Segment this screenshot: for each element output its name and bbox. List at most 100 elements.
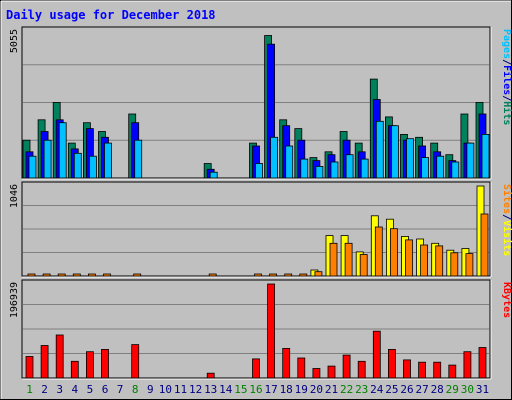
- hits-panel-bar-pages-day-24: [375, 120, 384, 179]
- hits-panel-max-label: 5055: [9, 29, 20, 53]
- kbytes-panel-max-label: 196939: [9, 282, 20, 318]
- day-label-21: 21: [325, 383, 338, 396]
- visits-panel-bar-sites-day-16: [254, 273, 262, 277]
- day-label-6: 6: [102, 383, 109, 396]
- kbytes-panel-bar-kbytes-day-17: [267, 283, 276, 379]
- hits-panel-bar-pages-day-6: [104, 142, 112, 179]
- visits-panel-bar-sites-day-2: [42, 273, 51, 277]
- kbytes-panel-legend-item: KBytes: [501, 282, 512, 318]
- kbytes-panel-bar-kbytes-day-27: [418, 361, 427, 379]
- visits-panel-bar-sites-day-30: [465, 253, 474, 277]
- hits-panel-bar-pages-day-13: [209, 171, 218, 179]
- day-label-30: 30: [461, 383, 474, 396]
- visits-panel-bar-sites-day-23: [359, 254, 368, 277]
- day-label-31: 31: [476, 383, 489, 396]
- kbytes-panel-bar-kbytes-day-29: [448, 364, 457, 379]
- day-label-15: 15: [234, 383, 247, 396]
- visits-panel-bar-sites-day-22: [344, 242, 353, 277]
- hits-panel-bar-pages-day-1: [28, 155, 37, 179]
- kbytes-panel-bar-kbytes-day-6: [101, 348, 109, 379]
- kbytes-panel-bar-kbytes-day-1: [25, 356, 34, 379]
- day-label-2: 2: [41, 383, 48, 396]
- day-label-7: 7: [117, 383, 124, 396]
- visits-panel-bar-sites-day-18: [284, 273, 293, 277]
- day-label-20: 20: [310, 383, 323, 396]
- hits-panel-bar-pages-day-18: [285, 145, 294, 179]
- hits-panel-legend-item: Hits: [501, 101, 512, 125]
- visits-panel-bar-sites-day-21: [329, 242, 338, 277]
- visits-panel-bar-sites-day-20: [314, 271, 323, 277]
- kbytes-panel-bar-kbytes-day-3: [55, 334, 64, 379]
- kbytes-panel-bar-kbytes-day-28: [433, 361, 442, 379]
- day-label-14: 14: [219, 383, 233, 396]
- day-label-18: 18: [280, 383, 293, 396]
- kbytes-panel-bar-kbytes-day-25: [387, 348, 396, 379]
- hits-panel-bar-pages-day-2: [43, 139, 52, 179]
- day-label-27: 27: [415, 383, 428, 396]
- visits-panel-legend-item: Sites: [501, 184, 512, 214]
- hits-panel-bar-pages-day-25: [390, 125, 399, 179]
- day-label-23: 23: [355, 383, 368, 396]
- hits-panel-bar-pages-day-26: [406, 138, 414, 179]
- day-labels: 1 2 3 4 5 6 7 8 9 10 11 12 13 14 15 16 17 18 19 20 21 22 23 24 2…: [26, 383, 489, 396]
- kbytes-panel-bar-kbytes-day-8: [131, 344, 140, 379]
- visits-panel-legend-item: Visits: [501, 220, 512, 256]
- day-label-24: 24: [370, 383, 384, 396]
- day-label-22: 22: [340, 383, 353, 396]
- day-label-25: 25: [385, 383, 398, 396]
- hits-panel-bar-pages-day-21: [330, 161, 339, 179]
- visits-panel-bar-sites-day-3: [57, 273, 66, 277]
- visits-panel-bar-sites-day-29: [450, 252, 459, 277]
- visits-panel-bar-sites-day-8: [133, 273, 142, 277]
- kbytes-panel-bar-kbytes-day-4: [70, 360, 79, 379]
- kbytes-panel-bar-kbytes-day-31: [478, 347, 487, 379]
- hits-panel-bar-pages-day-20: [315, 165, 324, 179]
- hits-panel-bar-pages-day-17: [270, 136, 279, 179]
- visits-panel-bar-sites-day-19: [299, 273, 308, 277]
- kbytes-panel-bar-kbytes-day-21: [327, 365, 336, 379]
- day-label-4: 4: [71, 383, 78, 396]
- visits-panel-bar-sites-day-25: [389, 228, 398, 277]
- day-label-1: 1: [26, 383, 33, 396]
- visits-panel-bar-sites-day-31: [480, 213, 489, 277]
- kbytes-panel-bar-kbytes-day-23: [357, 360, 366, 379]
- kbytes-panel-bar-kbytes-day-26: [403, 359, 411, 379]
- visits-panel-bar-sites-day-1: [27, 273, 36, 277]
- day-label-19: 19: [295, 383, 308, 396]
- day-label-28: 28: [431, 383, 444, 396]
- hits-panel-bar-pages-day-3: [58, 122, 67, 179]
- visits-panel-legend: Sites/Visits: [501, 184, 512, 256]
- visits-panel-bar-sites-day-27: [420, 244, 429, 277]
- visits-panel-bar-sites-day-4: [72, 273, 81, 277]
- visits-panel-bar-sites-day-5: [88, 273, 96, 277]
- kbytes-panel-bar-kbytes-day-16: [252, 358, 260, 379]
- hits-panel-bar-pages-day-4: [73, 152, 82, 179]
- kbytes-panel: 196939 KBytes: [9, 279, 512, 380]
- visits-panel: 1046 Sites/Visits: [9, 181, 512, 278]
- hits-panel-bar-pages-day-27: [421, 157, 430, 179]
- hits-panel-bar-pages-day-22: [345, 154, 354, 179]
- hits-panel: 5055 Pages/Files/Hits: [9, 26, 512, 180]
- visits-panel-legend-item: /: [501, 214, 512, 220]
- chart-title: Daily usage for December 2018: [6, 8, 216, 22]
- hits-panel-bar-pages-day-29: [451, 161, 460, 179]
- kbytes-panel-bar-kbytes-day-20: [312, 368, 321, 379]
- visits-panel-bar-sites-day-24: [374, 226, 383, 277]
- day-label-29: 29: [446, 383, 459, 396]
- visits-panel-bar-sites-day-13: [208, 273, 217, 277]
- day-label-11: 11: [174, 383, 187, 396]
- day-label-10: 10: [159, 383, 172, 396]
- kbytes-panel-bar-kbytes-day-18: [282, 347, 291, 379]
- kbytes-panel-legend: KBytes: [501, 282, 512, 318]
- hits-panel-legend: Pages/Files/Hits: [501, 29, 512, 125]
- kbytes-panel-bar-kbytes-day-30: [463, 351, 472, 379]
- hits-panel-bar-pages-day-31: [481, 133, 490, 179]
- day-label-13: 13: [204, 383, 217, 396]
- kbytes-panel-bar-kbytes-day-22: [342, 354, 351, 379]
- kbytes-panel-bar-kbytes-day-24: [372, 330, 381, 379]
- kbytes-panel-bar-kbytes-day-5: [86, 351, 94, 379]
- visits-panel-max-label: 1046: [9, 184, 20, 208]
